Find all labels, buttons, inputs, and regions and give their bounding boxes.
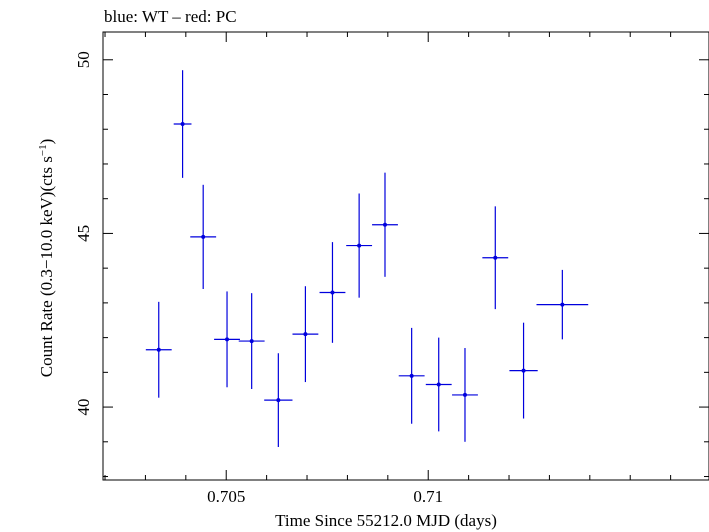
- point-marker: [436, 382, 441, 387]
- point-marker: [521, 368, 526, 373]
- x-tick-label: 0.705: [207, 487, 245, 506]
- point-marker: [156, 347, 161, 352]
- y-axis-label: Count Rate (0.3−10.0 keV)(cts s−1): [37, 139, 56, 378]
- data-point: [346, 193, 373, 298]
- data-point: [190, 184, 217, 289]
- data-point: [398, 327, 425, 424]
- x-tick-label: 0.71: [413, 487, 443, 506]
- point-marker: [225, 337, 230, 342]
- data-points: [145, 70, 589, 448]
- y-tick-label: 50: [74, 51, 93, 68]
- point-marker: [276, 398, 281, 403]
- x-axis-label: Time Since 55212.0 MJD (days): [275, 511, 497, 530]
- point-marker: [303, 332, 308, 337]
- data-point: [509, 322, 538, 419]
- data-point: [425, 337, 452, 432]
- point-marker: [382, 222, 387, 227]
- y-axis-label-superscript: −1: [37, 144, 49, 156]
- data-point: [372, 172, 398, 277]
- plot-border: [102, 31, 709, 481]
- point-marker: [560, 302, 565, 307]
- y-tick-label: 45: [74, 225, 93, 242]
- y-axis-label-main: Count Rate (0.3−10.0 keV)(cts s: [37, 156, 56, 377]
- chart-title: blue: WT – red: PC: [104, 7, 237, 26]
- data-point: [238, 293, 265, 390]
- point-marker: [249, 339, 254, 344]
- point-marker: [330, 290, 335, 295]
- data-point: [264, 353, 293, 448]
- axis-ticks: 0.705 0.71 40 45 50: [74, 32, 709, 506]
- data-point: [482, 206, 509, 310]
- point-marker: [180, 122, 185, 127]
- data-point: [145, 301, 172, 398]
- data-point: [292, 286, 319, 383]
- point-marker: [462, 392, 467, 397]
- point-marker: [409, 373, 414, 378]
- point-marker: [357, 243, 362, 248]
- data-point: [452, 348, 478, 442]
- plot-frame: [102, 31, 709, 481]
- data-point: [173, 70, 192, 178]
- data-point: [536, 269, 589, 340]
- y-tick-label: 40: [74, 399, 93, 416]
- point-marker: [493, 255, 498, 260]
- point-marker: [201, 234, 206, 239]
- y-axis-label-close: ): [37, 139, 56, 145]
- data-point: [214, 291, 240, 388]
- data-point: [319, 242, 346, 343]
